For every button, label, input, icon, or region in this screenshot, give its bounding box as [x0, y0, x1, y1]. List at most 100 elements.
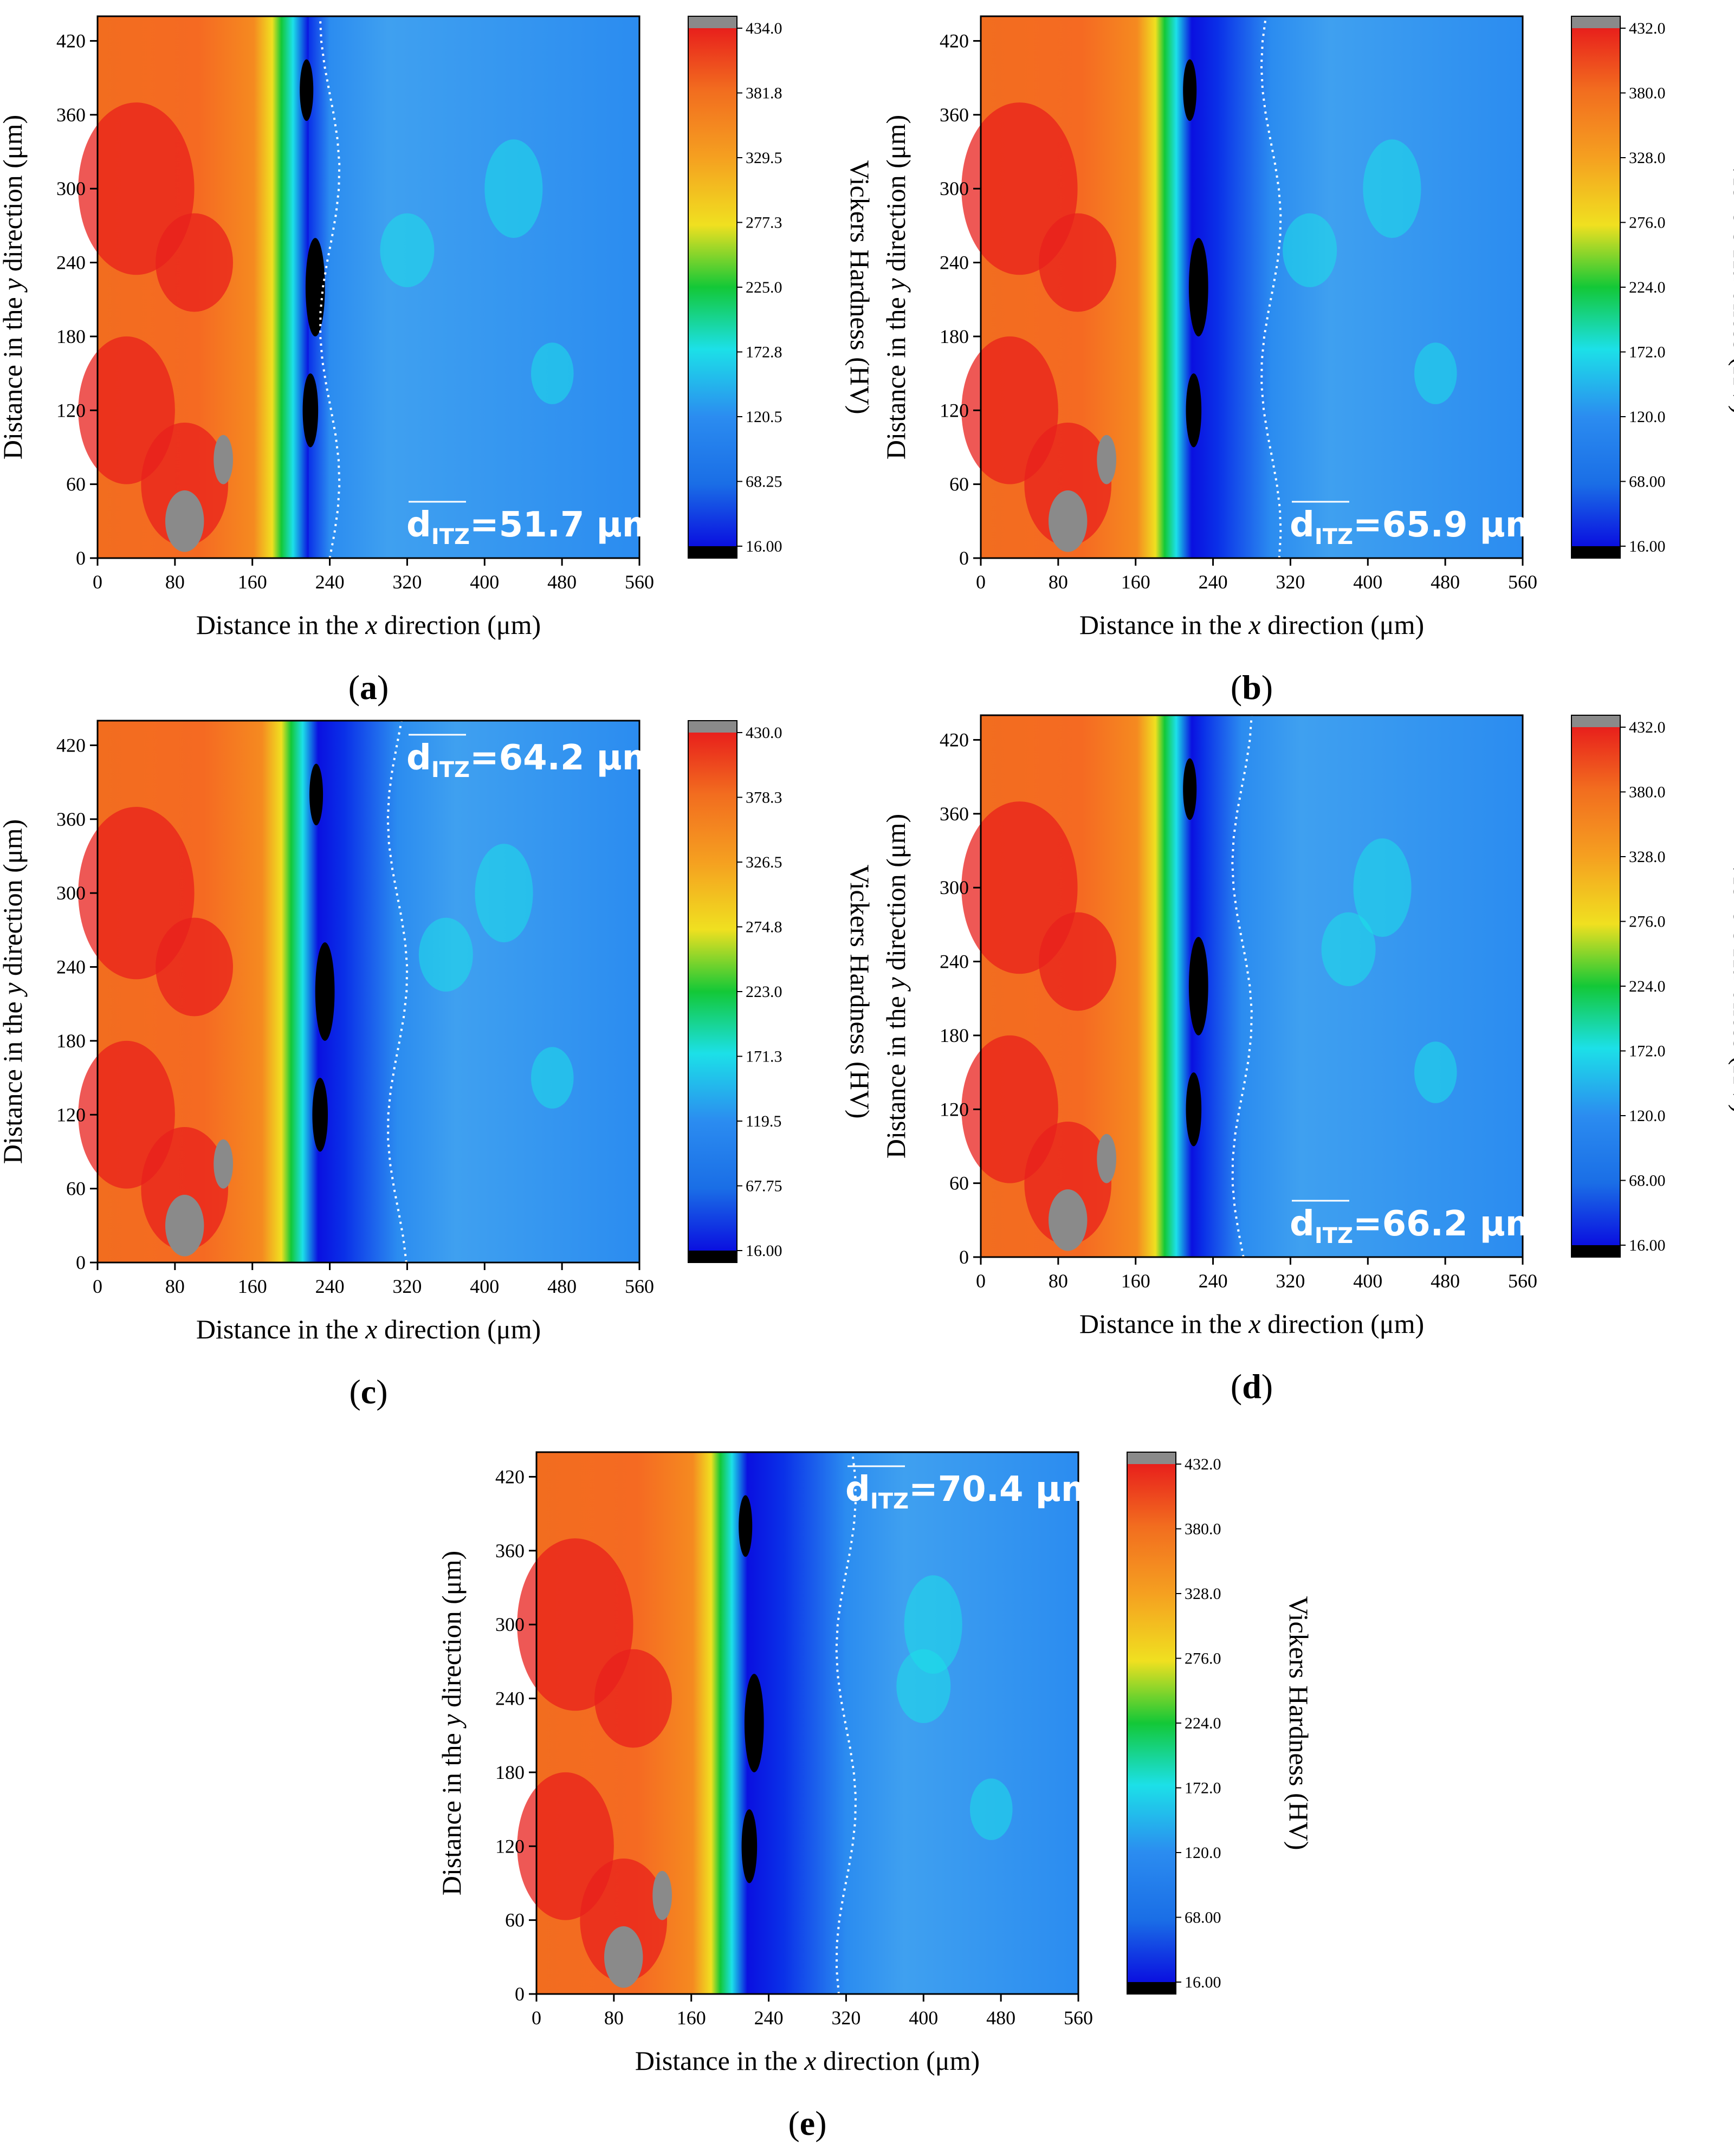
colorbar-overflow-swatch	[1127, 1452, 1176, 1464]
y-tick-label: 60	[949, 474, 969, 495]
colorbar-overflow-swatch	[1571, 715, 1620, 727]
void-region	[741, 1809, 758, 1883]
x-tick-label: 80	[1049, 1270, 1068, 1292]
colorbar-tick-label: 329.5	[746, 149, 782, 167]
cyan-island	[484, 139, 543, 238]
y-tick-label: 360	[56, 104, 86, 126]
plot-frame	[96, 15, 640, 559]
y-tick-label: 300	[940, 877, 969, 898]
y-axis-label: Distance in the y direction (μm)	[436, 1551, 467, 1895]
y-tick-label: 0	[76, 1252, 86, 1273]
void-region	[315, 942, 335, 1041]
panel-label: (a)	[348, 668, 389, 707]
y-tick-label: 120	[940, 1098, 969, 1120]
y-tick-label: 240	[940, 951, 969, 973]
itz-label: dITZ=65.9 μm	[1290, 505, 1542, 549]
colorbar-tick-label: 120.0	[1629, 408, 1666, 426]
colorbar-tick-label: 276.0	[1185, 1650, 1221, 1668]
x-tick-label: 480	[547, 1276, 577, 1297]
plot-frame	[535, 1451, 1079, 1995]
colorbar-tick-label: 16.00	[1629, 1236, 1666, 1254]
y-tick-label: 60	[949, 1173, 969, 1194]
panel-c: 0 80 160 240 320 400 480 560 0 60 120 180 240 300 360 4…	[0, 720, 875, 1411]
x-axis-label: Distance in the x direction (μm)	[196, 610, 541, 640]
colorbar	[688, 28, 737, 546]
cyan-island	[475, 844, 533, 943]
y-tick-label: 300	[940, 178, 969, 199]
colorbar-tick-label: 328.0	[1629, 149, 1666, 167]
high-hardness-region	[1039, 912, 1116, 1011]
y-tick-label: 120	[56, 399, 86, 421]
colorbar-title: Vickers Hardness (HV)	[1728, 160, 1734, 414]
y-tick-label: 120	[495, 1835, 525, 1857]
x-axis-label: Distance in the x direction (μm)	[1079, 610, 1424, 640]
y-axis-label: Distance in the y direction (μm)	[0, 819, 28, 1164]
y-tick-label: 420	[56, 30, 86, 51]
colorbar-tick-label: 432.0	[1185, 1455, 1221, 1473]
colorbar-tick-label: 434.0	[746, 20, 782, 37]
x-tick-label: 480	[986, 2007, 1015, 2029]
colorbar-tick-label: 120.0	[1629, 1107, 1666, 1125]
high-hardness-region	[580, 1859, 668, 1982]
panel-d: 0 80 160 240 320 400 480 560 0 60 120 180 240 300 360 4…	[881, 714, 1734, 1406]
colorbar-tick-label: 172.0	[1629, 344, 1666, 361]
high-hardness-region	[156, 917, 234, 1017]
x-tick-label: 320	[1276, 571, 1305, 593]
x-tick-label: 240	[754, 2007, 784, 2029]
y-tick-label: 300	[56, 178, 86, 199]
colorbar-underflow-swatch	[688, 1251, 737, 1262]
x-tick-label: 160	[238, 571, 267, 593]
x-tick-label: 400	[1353, 571, 1382, 593]
itz-boundary-line	[319, 16, 341, 559]
y-tick-label: 360	[940, 104, 969, 126]
itz-label: dITZ=66.2 μm	[1290, 1204, 1542, 1248]
high-hardness-region	[141, 423, 229, 546]
colorbar-underflow-swatch	[1571, 546, 1620, 558]
void-region	[1186, 1072, 1202, 1147]
itz-label: dITZ=51.7 μm	[406, 505, 658, 549]
x-tick-label: 400	[1353, 1270, 1382, 1292]
plot-frame	[96, 720, 640, 1264]
colorbar-tick-label: 16.00	[1185, 1973, 1221, 1991]
x-tick-label: 400	[470, 1276, 499, 1297]
colorbar-tick-label: 172.8	[746, 344, 782, 361]
out-of-range-patch	[165, 1195, 204, 1257]
colorbar-tick-label: 430.0	[746, 724, 782, 742]
colorbar-tick-label: 16.00	[1629, 538, 1666, 555]
y-axis-label: Distance in the y direction (μm)	[881, 115, 911, 459]
x-tick-label: 240	[1199, 1270, 1228, 1292]
colorbar-underflow-swatch	[688, 546, 737, 558]
x-tick-label: 80	[165, 571, 185, 593]
colorbar	[1571, 727, 1620, 1245]
x-tick-label: 320	[831, 2007, 860, 2029]
y-tick-label: 240	[495, 1688, 525, 1710]
x-tick-label: 80	[165, 1276, 185, 1297]
x-tick-label: 0	[93, 1276, 102, 1297]
colorbar-overflow-swatch	[688, 721, 737, 733]
y-tick-label: 240	[56, 252, 86, 274]
panel-label: (d)	[1231, 1367, 1273, 1406]
colorbar-title: Vickers Hardness (HV)	[1728, 859, 1734, 1113]
colorbar-underflow-swatch	[1127, 1982, 1176, 1994]
colorbar	[1127, 1464, 1176, 1982]
y-tick-label: 420	[940, 729, 969, 750]
colorbar-tick-label: 432.0	[1629, 718, 1666, 736]
colorbar-tick-label: 381.8	[746, 85, 782, 102]
x-tick-label: 480	[1431, 571, 1460, 593]
y-tick-label: 180	[56, 1030, 86, 1052]
x-tick-label: 0	[976, 1270, 986, 1292]
out-of-range-patch	[1049, 1189, 1088, 1251]
x-tick-label: 0	[532, 2007, 541, 2029]
x-tick-label: 240	[315, 1276, 345, 1297]
itz-label: dITZ=64.2 μm	[406, 738, 658, 782]
out-of-range-patch	[652, 1870, 672, 1920]
void-region	[312, 1078, 328, 1152]
colorbar-tick-label: 171.3	[746, 1048, 782, 1066]
high-hardness-region	[156, 213, 234, 312]
colorbar	[688, 733, 737, 1251]
cyan-island	[1414, 342, 1457, 404]
y-tick-label: 180	[495, 1762, 525, 1783]
colorbar-tick-label: 120.5	[746, 408, 782, 426]
out-of-range-patch	[213, 435, 233, 484]
